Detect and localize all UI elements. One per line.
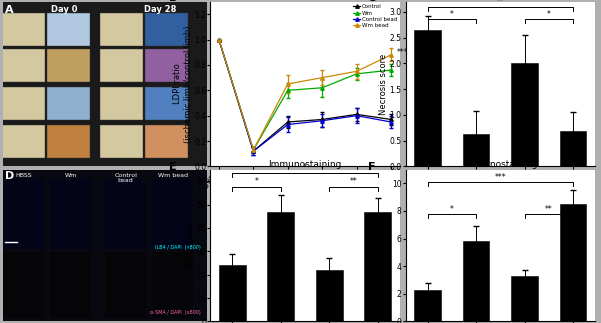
Bar: [145, 87, 188, 120]
Bar: [145, 13, 188, 46]
Text: *: *: [547, 10, 551, 19]
Text: *: *: [255, 177, 258, 186]
Bar: [47, 13, 90, 46]
Bar: [105, 252, 146, 318]
Bar: [511, 276, 538, 321]
Bar: [2, 49, 45, 82]
Text: A: A: [5, 5, 14, 15]
Text: **: **: [350, 177, 358, 186]
Bar: [50, 252, 91, 318]
Bar: [100, 87, 143, 120]
Text: ILB4 / DAPI  (x800): ILB4 / DAPI (x800): [156, 245, 201, 250]
Title: Immunostaining: Immunostaining: [463, 160, 537, 169]
Bar: [145, 125, 188, 158]
Bar: [105, 179, 146, 248]
Text: E: E: [169, 162, 176, 172]
Bar: [511, 63, 538, 166]
Y-axis label: Necrosis score: Necrosis score: [379, 53, 388, 115]
Legend: Control, Wm, Control bead, Wm bead: Control, Wm, Control bead, Wm bead: [353, 5, 397, 28]
Bar: [50, 179, 91, 248]
Bar: [463, 134, 489, 166]
Title: Hindlimb ischemia model: Hindlimb ischemia model: [443, 0, 558, 1]
Bar: [2, 87, 45, 120]
Text: Day 28: Day 28: [144, 5, 177, 14]
Bar: [3, 179, 44, 248]
Y-axis label: α-SMA+ Vessels: α-SMA+ Vessels: [382, 212, 391, 279]
Text: Control
bead: Control bead: [114, 172, 137, 183]
Bar: [152, 179, 193, 248]
Title: Immunostaining: Immunostaining: [268, 160, 342, 169]
Bar: [100, 125, 143, 158]
Bar: [463, 241, 489, 321]
Bar: [267, 212, 294, 321]
Text: *: *: [450, 10, 454, 19]
Text: D: D: [5, 171, 14, 181]
Text: *: *: [303, 163, 307, 172]
Text: α-SMA / DAPI  (x800): α-SMA / DAPI (x800): [150, 310, 201, 315]
Bar: [2, 13, 45, 46]
Bar: [47, 87, 90, 120]
Bar: [560, 131, 587, 166]
Bar: [2, 125, 45, 158]
Bar: [560, 204, 587, 321]
Text: **: **: [496, 0, 504, 6]
Text: Day 0: Day 0: [51, 5, 78, 14]
Bar: [145, 49, 188, 82]
Bar: [47, 125, 90, 158]
Bar: [47, 49, 90, 82]
Bar: [316, 270, 343, 321]
Text: F: F: [368, 162, 375, 172]
Text: ***: ***: [396, 48, 408, 57]
Bar: [3, 252, 44, 318]
Text: ***: ***: [495, 173, 506, 182]
Y-axis label: ILB4⁺ Cells: ILB4⁺ Cells: [186, 223, 195, 268]
Bar: [364, 212, 391, 321]
Text: Wm: Wm: [64, 172, 76, 178]
Bar: [100, 13, 143, 46]
Text: HBSS: HBSS: [15, 172, 32, 178]
Bar: [152, 252, 193, 318]
Bar: [219, 265, 246, 321]
Bar: [414, 30, 441, 166]
Text: *: *: [450, 205, 454, 214]
Bar: [414, 290, 441, 321]
Text: C: C: [368, 0, 376, 3]
Bar: [100, 49, 143, 82]
Y-axis label: LDPI ratio
(ischemic limb/control limb): LDPI ratio (ischemic limb/control limb): [173, 25, 193, 143]
Text: **: **: [545, 205, 553, 214]
Text: B: B: [169, 0, 177, 3]
Text: Wm bead: Wm bead: [157, 172, 188, 178]
